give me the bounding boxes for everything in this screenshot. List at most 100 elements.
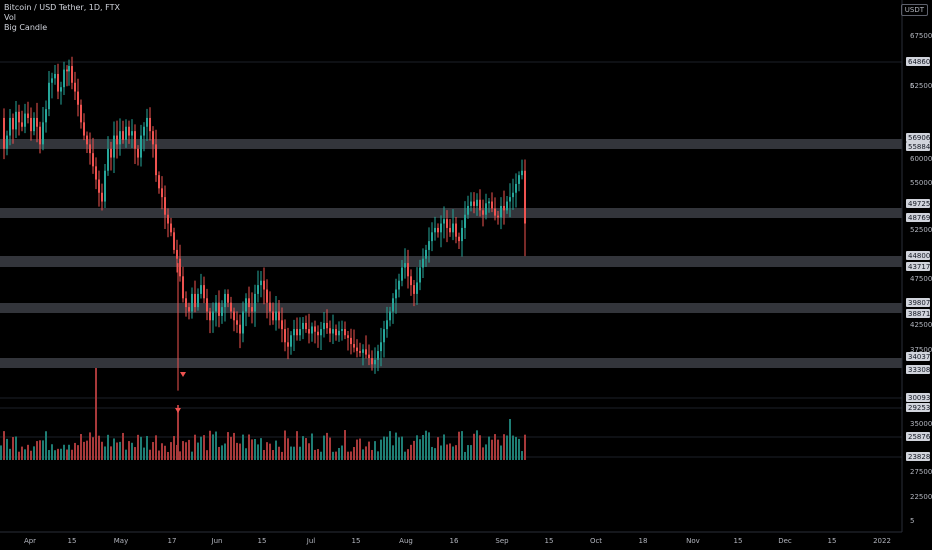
volume-bar <box>18 451 20 460</box>
volume-bar <box>329 437 331 460</box>
time-tick-label: 15 <box>545 537 554 545</box>
volume-bar <box>182 441 184 460</box>
candle <box>380 327 382 367</box>
candle <box>461 220 463 257</box>
time-tick-label: Aug <box>399 537 413 545</box>
volume-bar <box>179 451 181 460</box>
volume-bar <box>3 431 5 460</box>
volume-bar <box>467 445 469 460</box>
volume-bar <box>335 451 337 460</box>
volume-bar <box>98 435 100 460</box>
volume-bar <box>416 435 418 460</box>
candle <box>473 192 475 214</box>
time-tick-label: Jun <box>211 537 223 545</box>
volume-bar <box>36 441 38 460</box>
volume-bar <box>344 430 346 460</box>
volume-bar <box>0 445 2 460</box>
volume-bar <box>212 434 214 460</box>
volume-bar <box>51 444 53 460</box>
volume-bar <box>48 450 50 460</box>
volume-bar <box>6 438 8 460</box>
time-tick-label: 15 <box>734 537 743 545</box>
candle <box>233 307 235 332</box>
candle <box>296 317 298 341</box>
volume-bar <box>482 447 484 460</box>
volume-bar <box>60 448 62 460</box>
volume-legend[interactable]: Vol <box>4 13 16 22</box>
candle <box>440 215 442 248</box>
candle <box>83 113 85 141</box>
candle <box>107 136 109 176</box>
candle <box>257 270 259 303</box>
candle <box>266 279 268 319</box>
candle <box>155 129 157 182</box>
time-tick-label: 15 <box>258 537 267 545</box>
volume-bar <box>350 451 352 460</box>
candle <box>422 248 424 279</box>
candle <box>176 239 178 273</box>
candle <box>287 327 289 360</box>
sell-signal-marker <box>180 372 186 377</box>
candle <box>521 159 523 180</box>
volume-bar <box>173 436 175 460</box>
candle <box>254 284 256 327</box>
candle <box>167 208 169 238</box>
volume-bar <box>272 450 274 460</box>
candle <box>101 183 103 211</box>
currency-badge[interactable]: USDT <box>900 4 928 16</box>
candle <box>140 124 142 167</box>
price-level-label: 49725 <box>906 199 930 208</box>
volume-bar <box>290 446 292 460</box>
candle <box>42 107 44 151</box>
price-tick-label: 60000 <box>910 155 932 163</box>
candle <box>224 289 226 322</box>
volume-bar <box>68 444 70 460</box>
volume-bar <box>185 442 187 460</box>
signal-markers <box>175 372 186 413</box>
volume-bar <box>146 435 148 460</box>
volume-bar <box>368 441 370 460</box>
price-tick-label: 5 <box>910 82 914 90</box>
candle <box>9 108 11 146</box>
volume-bar <box>158 450 160 460</box>
volume-bar <box>419 439 421 460</box>
candle <box>63 61 65 95</box>
candle <box>131 119 133 149</box>
symbol-title[interactable]: Bitcoin / USD Tether, 1D, FTX <box>4 3 120 12</box>
volume-bar <box>455 445 457 460</box>
candle <box>317 325 319 348</box>
time-tick-label: 2022 <box>873 537 891 545</box>
sell-signal-marker <box>175 408 181 413</box>
volume-bar <box>305 438 307 460</box>
candle <box>269 291 271 326</box>
volume-bar <box>227 432 229 460</box>
volume-bar <box>215 431 217 460</box>
candle <box>392 293 394 324</box>
price-axis[interactable]: 67500 62500 60000 55000 52500 47500 42500 37500… <box>901 0 932 532</box>
candle <box>203 276 205 304</box>
candle <box>377 344 379 372</box>
candle <box>236 311 238 333</box>
volume-bar <box>503 434 505 460</box>
price-level-label: 56906 <box>906 133 931 142</box>
candle <box>15 101 17 138</box>
price-tick-label: 37500 <box>910 346 932 354</box>
volume-bar <box>485 444 487 460</box>
candle <box>74 71 76 101</box>
time-tick-label: May <box>114 537 128 545</box>
indicator-legend[interactable]: Big Candle <box>4 23 48 32</box>
volume-bar <box>242 434 244 460</box>
volume-bar <box>296 431 298 460</box>
time-axis[interactable]: Apr 15 May 17 Jun 15 Jul 15 Aug 16 Sep 15 Oct 18 Nov 15… <box>0 531 902 545</box>
candle <box>110 141 112 171</box>
volume-bar <box>9 448 11 460</box>
candle <box>18 104 20 136</box>
candle <box>104 163 106 208</box>
candle <box>137 145 139 166</box>
candle <box>404 248 406 279</box>
volume-bar <box>437 437 439 460</box>
candle <box>500 197 502 230</box>
volume-bar <box>152 442 154 460</box>
candle <box>350 328 352 355</box>
